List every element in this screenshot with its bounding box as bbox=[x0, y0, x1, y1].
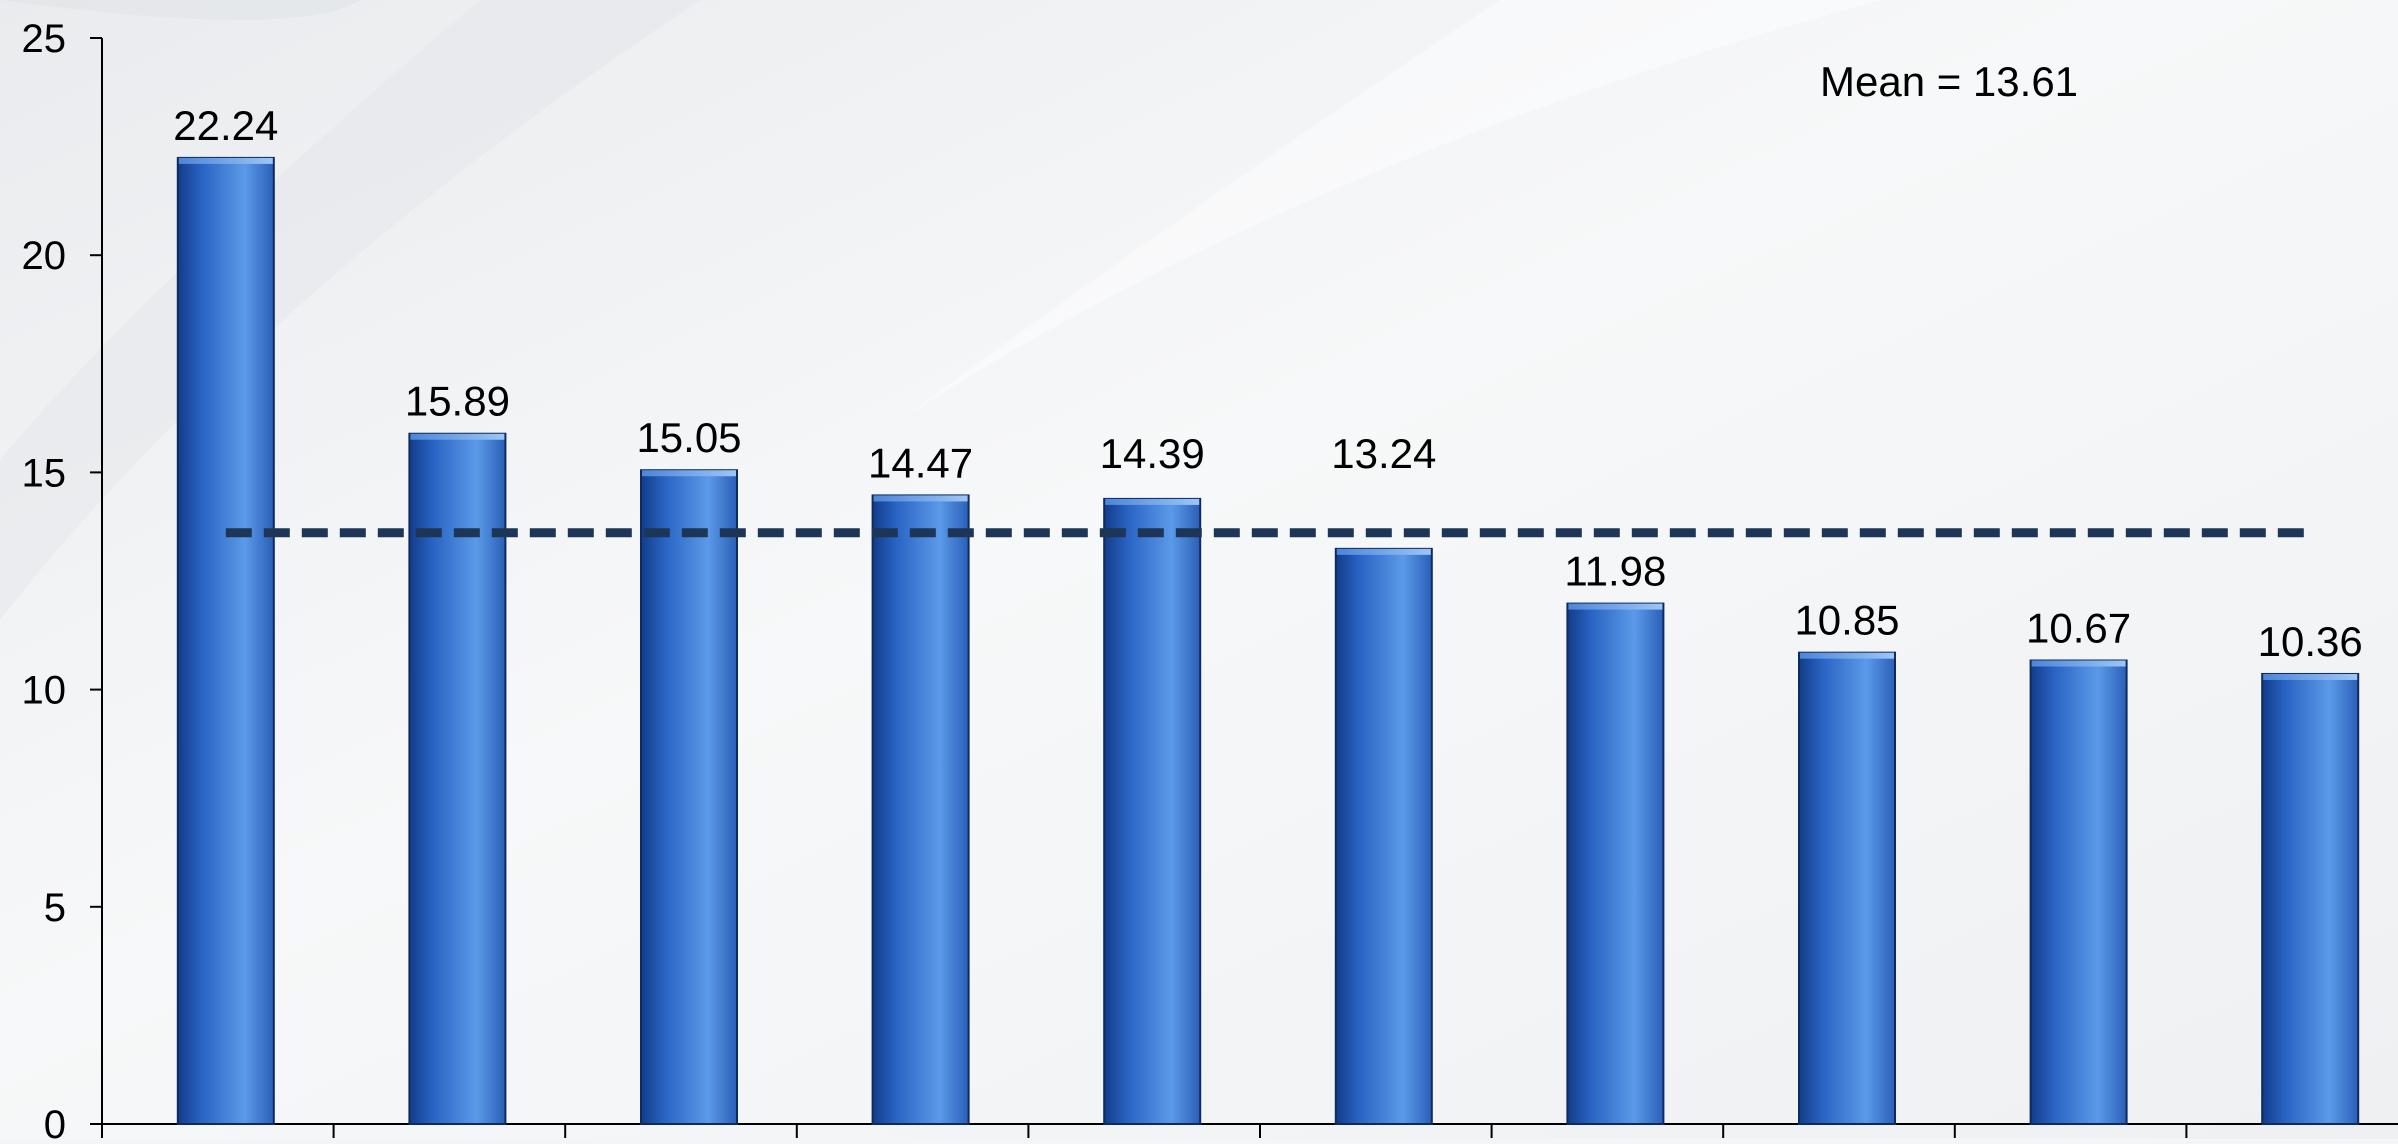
bar-cap bbox=[1800, 653, 1894, 659]
bar-cap bbox=[2032, 660, 2126, 666]
y-tick-label: 10 bbox=[22, 669, 67, 713]
bar-cap bbox=[410, 434, 504, 440]
bar bbox=[2031, 660, 2127, 1124]
bar-body bbox=[1567, 604, 1663, 1124]
bar-value-label: 15.05 bbox=[636, 414, 741, 461]
bar-value-label: 14.47 bbox=[868, 439, 973, 486]
bar bbox=[873, 495, 969, 1124]
bar bbox=[641, 470, 737, 1124]
bar-value-label: 10.67 bbox=[2026, 604, 2131, 651]
bar bbox=[1567, 604, 1663, 1124]
bar-body bbox=[641, 470, 737, 1124]
bar-cap bbox=[642, 470, 736, 476]
bar-body bbox=[1799, 653, 1895, 1124]
bar-body bbox=[1104, 499, 1200, 1124]
y-tick-label: 5 bbox=[44, 886, 66, 930]
bar-body bbox=[178, 158, 274, 1124]
bar-body bbox=[2262, 674, 2358, 1124]
bar-body bbox=[1336, 549, 1432, 1124]
bar-cap bbox=[179, 158, 273, 164]
bar-value-label: 15.89 bbox=[405, 378, 510, 425]
bar-value-label: 10.36 bbox=[2258, 618, 2363, 665]
bar bbox=[1336, 549, 1432, 1124]
bar bbox=[178, 158, 274, 1124]
bar-value-label: 10.85 bbox=[1794, 597, 1899, 644]
y-tick-label: 25 bbox=[22, 17, 67, 61]
y-tick-label: 20 bbox=[22, 234, 67, 278]
bar-value-label: 13.24 bbox=[1331, 430, 1436, 477]
bar-body bbox=[2031, 660, 2127, 1124]
bar-cap bbox=[1568, 604, 1662, 610]
bar-value-label: 11.98 bbox=[1564, 548, 1666, 595]
mean-annotation: Mean = 13.61 bbox=[1820, 58, 2078, 105]
bar-value-label: 14.39 bbox=[1100, 430, 1205, 477]
bar bbox=[1104, 499, 1200, 1124]
bar-value-label: 22.24 bbox=[173, 102, 278, 149]
bar bbox=[1799, 653, 1895, 1124]
bar-cap bbox=[1337, 549, 1431, 555]
bar-cap bbox=[874, 495, 968, 501]
y-tick-label: 0 bbox=[44, 1103, 66, 1139]
y-tick-label: 15 bbox=[22, 451, 67, 495]
bar-cap bbox=[1105, 499, 1199, 505]
bar-cap bbox=[2263, 674, 2357, 680]
bar bbox=[2262, 674, 2358, 1124]
bar-body bbox=[873, 495, 969, 1124]
